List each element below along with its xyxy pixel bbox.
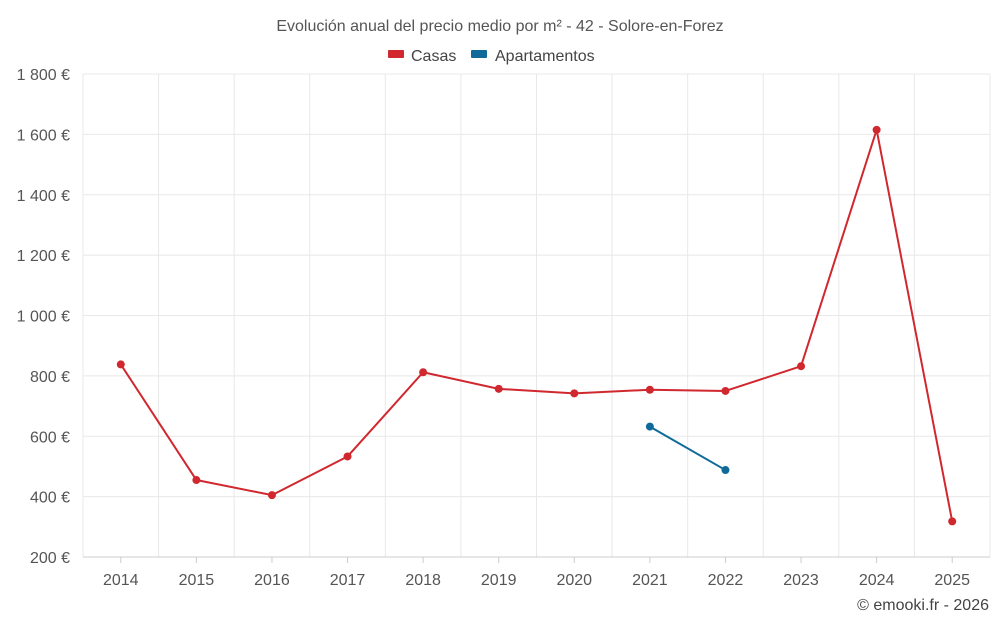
y-tick-label: 1 400 € <box>17 188 70 205</box>
grid <box>82 73 991 558</box>
y-tick-label: 1 800 € <box>17 67 70 84</box>
point-casas-2024[interactable] <box>872 125 881 134</box>
legend[interactable]: Casas Apartamentos <box>388 48 595 65</box>
series <box>116 125 957 526</box>
point-casas-2021[interactable] <box>645 385 654 394</box>
point-casas-2018[interactable] <box>419 368 428 377</box>
x-tick-label: 2020 <box>556 572 592 589</box>
legend-item-apartamentos[interactable]: Apartamentos <box>471 48 595 65</box>
series-apartamentos <box>645 422 730 475</box>
x-tick-label: 2019 <box>481 572 517 589</box>
point-casas-2025[interactable] <box>948 517 957 526</box>
x-tick-label: 2021 <box>632 572 668 589</box>
x-tick-label: 2018 <box>405 572 441 589</box>
x-axis: 2014 2015 2016 2017 2018 2019 2020 2021 2022 2023… <box>83 556 990 589</box>
point-casas-2023[interactable] <box>797 362 806 371</box>
point-casas-2017[interactable] <box>343 452 352 461</box>
x-tick-label: 2017 <box>330 572 366 589</box>
legend-label-apartamentos: Apartamentos <box>495 48 595 65</box>
chart-title: Evolución anual del precio medio por m² … <box>276 18 723 35</box>
y-tick-label: 1 600 € <box>17 127 70 144</box>
legend-swatch-apartamentos <box>471 50 487 58</box>
y-tick-label: 200 € <box>30 550 70 567</box>
credit-text: © emooki.fr - 2026 <box>857 597 989 614</box>
y-tick-label: 1 000 € <box>17 309 70 326</box>
x-tick-label: 2015 <box>179 572 215 589</box>
x-tick-label: 2023 <box>783 572 819 589</box>
point-casas-2015[interactable] <box>192 476 201 485</box>
legend-swatch-casas <box>388 50 404 58</box>
point-casas-2014[interactable] <box>116 360 125 369</box>
legend-label-casas: Casas <box>411 48 456 65</box>
y-tick-label: 800 € <box>30 369 70 386</box>
point-casas-2020[interactable] <box>570 389 579 398</box>
point-casas-2016[interactable] <box>267 491 276 500</box>
series-casas <box>116 125 957 526</box>
point-apartamentos-2022[interactable] <box>721 466 730 475</box>
x-tick-label: 2022 <box>708 572 744 589</box>
y-tick-label: 1 200 € <box>17 248 70 265</box>
point-casas-2019[interactable] <box>494 384 503 393</box>
legend-item-casas[interactable]: Casas <box>388 48 456 65</box>
point-casas-2022[interactable] <box>721 386 730 395</box>
x-tick-label: 2024 <box>859 572 895 589</box>
y-tick-label: 400 € <box>30 490 70 507</box>
y-tick-label: 600 € <box>30 429 70 446</box>
x-tick-label: 2025 <box>934 572 970 589</box>
x-tick-label: 2014 <box>103 572 139 589</box>
line-apartamentos <box>649 425 726 471</box>
point-apartamentos-2021[interactable] <box>645 422 654 431</box>
x-tick-label: 2016 <box>254 572 290 589</box>
line-casas <box>119 128 954 522</box>
y-axis: 200 € 400 € 600 € 800 € 1 000 € 1 200 € 1 400 … <box>17 67 70 567</box>
